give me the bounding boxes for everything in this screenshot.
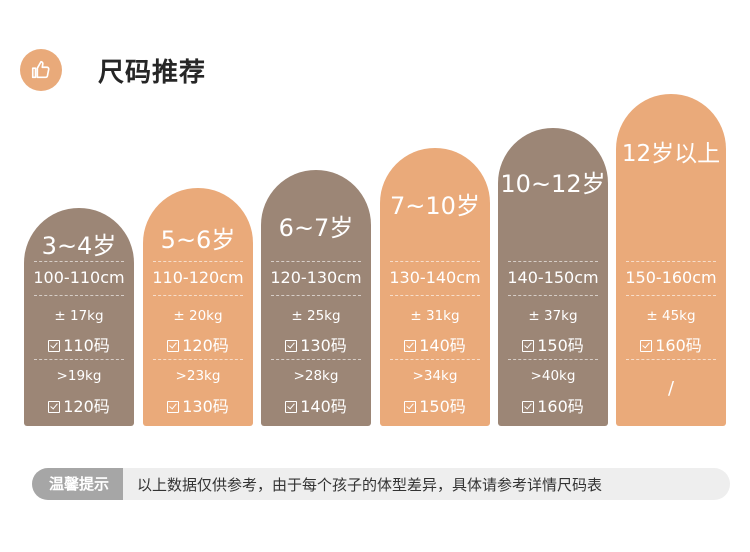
weight-approx: ± 45kg [646,308,696,324]
checkbox-icon [522,340,535,352]
height-range: 140-150cm [507,268,599,287]
alternate-size: 130码 [143,393,253,417]
divider [153,295,243,296]
checkbox-icon [285,401,298,413]
checkbox-icon [285,340,298,352]
checkbox-icon [167,401,180,413]
page-title: 尺码推荐 [98,57,207,88]
size-column-4: 7~10岁 130-140cm ± 31kg 140码 >34kg 150码 [380,148,490,426]
divider [626,295,716,296]
checkbox-icon [404,401,417,413]
weight-approx: ± 37kg [528,308,578,324]
weight-over: >40kg [530,368,576,384]
alternate-size: 150码 [380,393,490,417]
divider [390,261,480,262]
divider [34,261,124,262]
weight-over: >28kg [293,368,339,384]
height-range: 110-120cm [152,268,244,287]
height-range: 150-160cm [625,268,717,287]
divider [390,359,480,360]
weight-over: >23kg [175,368,221,384]
size-column-1: 3~4岁 100-110cm ± 17kg 110码 >19kg 120码 [24,208,134,426]
age-label: 12岁以上 [621,141,721,167]
age-label: 3~4岁 [41,232,117,260]
recommended-size: 110码 [24,332,134,356]
weight-over: >19kg [56,368,102,384]
weight-approx: ± 17kg [54,308,104,324]
height-range: 100-110cm [33,268,125,287]
size-column-5: 10~12岁 140-150cm ± 37kg 150码 >40kg 160码 [498,128,608,426]
checkbox-icon [48,401,61,413]
divider [508,261,598,262]
age-label: 5~6岁 [160,226,236,254]
thumbs-up-icon [31,60,50,79]
tip-label: 温馨提示 [32,468,124,500]
age-label: 6~7岁 [278,214,354,242]
divider [271,295,361,296]
height-range: 120-130cm [270,268,362,287]
divider [508,359,598,360]
weight-over: >34kg [412,368,458,384]
weight-approx: ± 31kg [410,308,460,324]
checkbox-icon [48,340,61,352]
divider [508,295,598,296]
checkbox-icon [640,340,653,352]
weight-approx: ± 20kg [173,308,223,324]
recommended-size: 150码 [498,332,608,356]
divider [153,261,243,262]
age-label: 10~12岁 [500,170,606,198]
divider [626,359,716,360]
no-alternate-size: / [667,378,675,399]
divider [34,295,124,296]
recommended-size: 130码 [261,332,371,356]
divider [626,261,716,262]
height-range: 130-140cm [389,268,481,287]
alternate-size: 120码 [24,393,134,417]
checkbox-icon [522,401,535,413]
size-column-3: 6~7岁 120-130cm ± 25kg 130码 >28kg 140码 [261,170,371,426]
recommended-size: 160码 [616,332,726,356]
alternate-size: 160码 [498,393,608,417]
thumbs-up-badge [20,49,62,91]
divider [271,359,361,360]
size-column-6: 12岁以上 150-160cm ± 45kg 160码 / [616,94,726,426]
tip-text: 以上数据仅供参考，由于每个孩子的体型差异，具体请参考详情尺码表 [137,475,603,494]
recommended-size: 140码 [380,332,490,356]
weight-approx: ± 25kg [291,308,341,324]
page-header: 尺码推荐 [20,48,206,92]
divider [390,295,480,296]
age-label: 7~10岁 [390,192,480,220]
divider [153,359,243,360]
tip-banner: 温馨提示 以上数据仅供参考，由于每个孩子的体型差异，具体请参考详情尺码表 [32,468,730,500]
recommended-size: 120码 [143,332,253,356]
checkbox-icon [167,340,180,352]
divider [34,359,124,360]
size-column-2: 5~6岁 110-120cm ± 20kg 120码 >23kg 130码 [143,188,253,426]
checkbox-icon [404,340,417,352]
divider [271,261,361,262]
alternate-size: 140码 [261,393,371,417]
